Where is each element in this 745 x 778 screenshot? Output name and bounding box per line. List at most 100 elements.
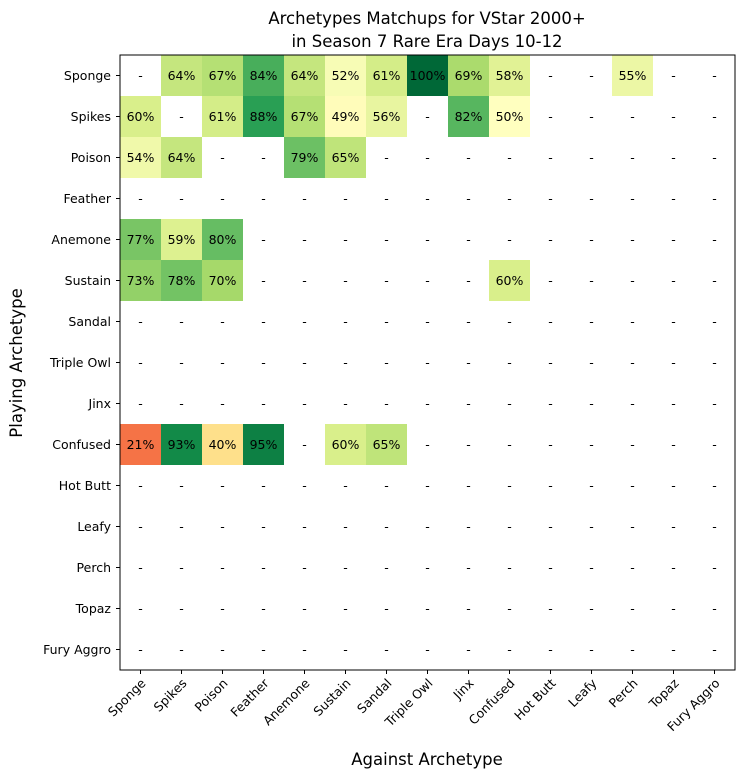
y-tick-label-leafy: Leafy [77, 519, 111, 534]
cell-label-poison-vs-triple-owl: - [425, 150, 430, 165]
cell-label-feather-vs-sandal: - [384, 191, 389, 206]
heatmap-cell-confused-vs-spikes [161, 424, 202, 465]
cell-label-jinx-vs-feather: - [261, 396, 266, 411]
cell-label-perch-vs-hot-butt: - [548, 560, 553, 575]
cell-label-spikes-vs-topaz: - [671, 109, 676, 124]
cell-label-poison-vs-hot-butt: - [548, 150, 553, 165]
cell-label-triple-owl-vs-hot-butt: - [548, 355, 553, 370]
cell-label-jinx-vs-triple-owl: - [425, 396, 430, 411]
x-tick-label-jinx: Jinx [449, 676, 476, 703]
heatmap-cell-spikes-vs-poison [202, 96, 243, 137]
x-tick-label-topaz: Topaz [645, 675, 682, 712]
cell-label-poison-vs-jinx: - [466, 150, 471, 165]
cell-label-sandal-vs-hot-butt: - [548, 314, 553, 329]
cell-label-fury-aggro-vs-perch: - [630, 642, 635, 657]
cell-label-spikes-vs-sustain: 49% [332, 109, 360, 124]
cell-label-spikes-vs-poison: 61% [209, 109, 237, 124]
cell-label-leafy-vs-topaz: - [671, 519, 676, 534]
cell-label-fury-aggro-vs-fury-aggro: - [712, 642, 717, 657]
cell-label-topaz-vs-fury-aggro: - [712, 601, 717, 616]
cell-label-spikes-vs-triple-owl: - [425, 109, 430, 124]
cell-label-poison-vs-feather: - [261, 150, 266, 165]
cell-label-perch-vs-poison: - [220, 560, 225, 575]
heatmap-cell-spikes-vs-confused [489, 96, 530, 137]
cell-label-triple-owl-vs-leafy: - [589, 355, 594, 370]
heatmap-cell-spikes-vs-sponge [120, 96, 161, 137]
cell-label-feather-vs-anemone: - [302, 191, 307, 206]
cell-label-confused-vs-spikes: 93% [168, 437, 196, 452]
cell-label-anemone-vs-fury-aggro: - [712, 232, 717, 247]
cell-label-sustain-vs-perch: - [630, 273, 635, 288]
cell-label-spikes-vs-sponge: 60% [127, 109, 155, 124]
cell-label-jinx-vs-sponge: - [138, 396, 143, 411]
cell-label-confused-vs-sustain: 60% [332, 437, 360, 452]
cell-label-jinx-vs-sandal: - [384, 396, 389, 411]
cell-label-sponge-vs-triple-owl: 100% [410, 68, 446, 83]
cell-label-hot-butt-vs-sponge: - [138, 478, 143, 493]
cell-label-leafy-vs-sandal: - [384, 519, 389, 534]
cell-label-anemone-vs-sponge: 77% [127, 232, 155, 247]
cell-label-triple-owl-vs-triple-owl: - [425, 355, 430, 370]
heatmap-cell-anemone-vs-poison [202, 219, 243, 260]
cell-label-triple-owl-vs-sandal: - [384, 355, 389, 370]
heatmap-cell-poison-vs-spikes [161, 137, 202, 178]
x-tick-label-perch: Perch [606, 676, 641, 711]
x-tick-label-sustain: Sustain [310, 676, 353, 719]
cell-label-poison-vs-topaz: - [671, 150, 676, 165]
cell-label-topaz-vs-sustain: - [343, 601, 348, 616]
cell-label-triple-owl-vs-anemone: - [302, 355, 307, 370]
cell-label-confused-vs-sandal: 65% [373, 437, 401, 452]
cell-label-sustain-vs-jinx: - [466, 273, 471, 288]
cell-label-sustain-vs-sandal: - [384, 273, 389, 288]
cell-label-poison-vs-sandal: - [384, 150, 389, 165]
cell-label-leafy-vs-triple-owl: - [425, 519, 430, 534]
cell-label-spikes-vs-confused: 50% [496, 109, 524, 124]
cell-label-hot-butt-vs-triple-owl: - [425, 478, 430, 493]
cell-label-triple-owl-vs-fury-aggro: - [712, 355, 717, 370]
cell-label-fury-aggro-vs-feather: - [261, 642, 266, 657]
cell-label-sponge-vs-perch: 55% [619, 68, 647, 83]
cell-label-jinx-vs-fury-aggro: - [712, 396, 717, 411]
cell-label-fury-aggro-vs-sustain: - [343, 642, 348, 657]
cell-label-sandal-vs-topaz: - [671, 314, 676, 329]
y-tick-label-confused: Confused [52, 437, 111, 452]
x-tick-label-sponge: Sponge [105, 675, 149, 719]
cell-label-sponge-vs-poison: 67% [209, 68, 237, 83]
cell-label-sponge-vs-confused: 58% [496, 68, 524, 83]
cell-label-triple-owl-vs-sponge: - [138, 355, 143, 370]
heatmap-cell-sponge-vs-confused [489, 55, 530, 96]
cell-label-sustain-vs-sustain: - [343, 273, 348, 288]
cell-label-confused-vs-leafy: - [589, 437, 594, 452]
heatmap-cell-sponge-vs-feather [243, 55, 284, 96]
cell-label-hot-butt-vs-hot-butt: - [548, 478, 553, 493]
cell-label-feather-vs-fury-aggro: - [712, 191, 717, 206]
cell-label-leafy-vs-confused: - [507, 519, 512, 534]
cell-label-topaz-vs-perch: - [630, 601, 635, 616]
cell-label-fury-aggro-vs-confused: - [507, 642, 512, 657]
heatmap-cell-sponge-vs-spikes [161, 55, 202, 96]
heatmap-cell-spikes-vs-sustain [325, 96, 366, 137]
heatmap-cell-confused-vs-sandal [366, 424, 407, 465]
cell-label-leafy-vs-sponge: - [138, 519, 143, 534]
cell-label-hot-butt-vs-topaz: - [671, 478, 676, 493]
cell-label-confused-vs-confused: - [507, 437, 512, 452]
cell-label-leafy-vs-feather: - [261, 519, 266, 534]
cell-label-perch-vs-leafy: - [589, 560, 594, 575]
cell-label-confused-vs-anemone: - [302, 437, 307, 452]
y-tick-label-sponge: Sponge [64, 68, 111, 83]
cell-label-jinx-vs-sustain: - [343, 396, 348, 411]
cell-label-anemone-vs-jinx: - [466, 232, 471, 247]
cell-label-hot-butt-vs-leafy: - [589, 478, 594, 493]
cell-label-anemone-vs-poison: 80% [209, 232, 237, 247]
y-tick-label-anemone: Anemone [51, 232, 111, 247]
heatmap-cell-spikes-vs-jinx [448, 96, 489, 137]
chart-title-line-2: in Season 7 Rare Era Days 10-12 [291, 32, 562, 51]
cell-label-sponge-vs-jinx: 69% [455, 68, 483, 83]
cell-label-hot-butt-vs-perch: - [630, 478, 635, 493]
cell-label-leafy-vs-hot-butt: - [548, 519, 553, 534]
cell-label-topaz-vs-feather: - [261, 601, 266, 616]
cell-label-leafy-vs-jinx: - [466, 519, 471, 534]
cell-label-fury-aggro-vs-leafy: - [589, 642, 594, 657]
